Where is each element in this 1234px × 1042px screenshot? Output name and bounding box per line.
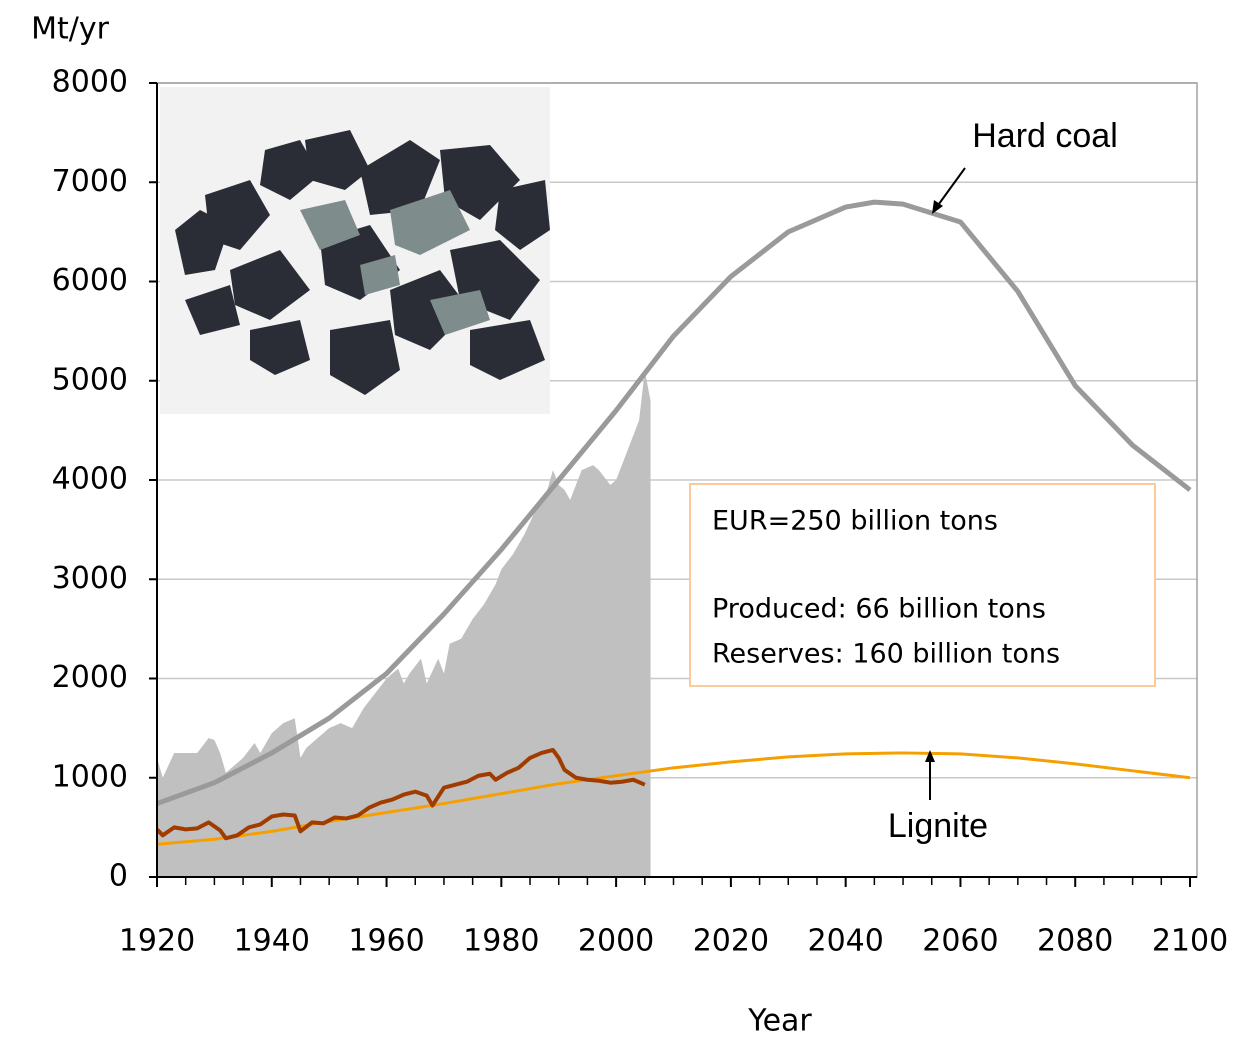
y-tick-label: 4000 xyxy=(52,462,128,497)
info-text: Produced: 66 billion tons xyxy=(712,594,1046,625)
x-tick-label: 2100 xyxy=(1152,924,1228,959)
production-line xyxy=(156,199,1192,806)
y-axis-label: Mt/yr xyxy=(31,12,110,47)
info-box-frame xyxy=(689,483,1156,687)
coal-photo xyxy=(160,87,550,414)
production-area xyxy=(157,370,651,877)
y-tick-label: 1000 xyxy=(52,759,128,794)
x-tick-label: 2080 xyxy=(1037,924,1113,959)
info-text: Reserves: 160 billion tons xyxy=(712,639,1060,670)
x-tick-label: 2020 xyxy=(693,924,769,959)
arrow-head xyxy=(925,750,935,762)
info-text: EUR=250 billion tons xyxy=(712,506,998,537)
arrow xyxy=(935,167,966,209)
coal-pieces xyxy=(175,130,550,395)
arrow-head xyxy=(932,200,943,214)
x-tick-label: 1980 xyxy=(463,924,539,959)
x-tick-label: 1920 xyxy=(119,924,195,959)
x-tick-label: 2060 xyxy=(922,924,998,959)
x-tick-label: 1940 xyxy=(234,924,310,959)
annotation-lignite: Lignite xyxy=(888,750,988,845)
x-axis-label: Year xyxy=(747,1004,812,1039)
x-tick-label: 2040 xyxy=(807,924,883,959)
production-line xyxy=(155,747,646,841)
x-tick-label: 2000 xyxy=(578,924,654,959)
y-tick-label: 6000 xyxy=(52,263,128,298)
x-tick-label: 1960 xyxy=(348,924,424,959)
annotation-hard-coal: Hard coal xyxy=(932,117,1118,214)
annotation: Hard coal xyxy=(972,117,1118,155)
coal-pieces-light xyxy=(300,190,490,335)
y-tick-label: 5000 xyxy=(52,362,128,397)
y-tick-label: 0 xyxy=(109,859,128,894)
info-box: EUR=250 billion tons Produced: 66 billio… xyxy=(689,483,1156,687)
y-tick-label: 8000 xyxy=(52,65,128,100)
y-tick-label: 2000 xyxy=(52,660,128,695)
y-tick-label: 7000 xyxy=(52,164,128,199)
annotation: Lignite xyxy=(888,807,988,845)
y-tick-label: 3000 xyxy=(52,561,128,596)
plot-area: 0 1000 2000 3000 4000 5000 6000 7000 8000 1920 194… xyxy=(52,65,1229,959)
